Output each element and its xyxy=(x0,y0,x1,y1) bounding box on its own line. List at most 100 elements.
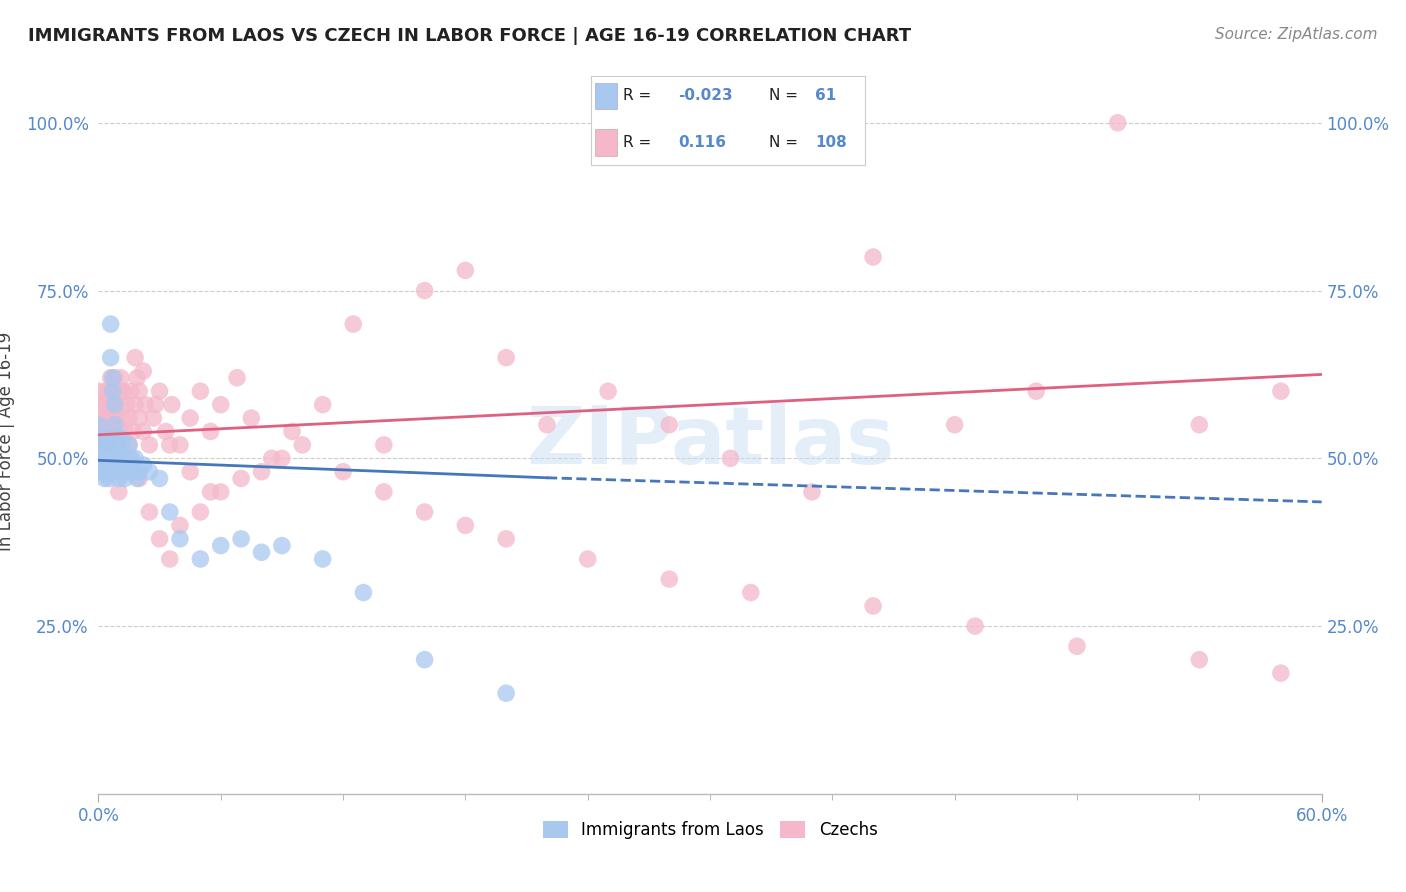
Point xyxy=(200,484,222,499)
Point xyxy=(250,465,273,479)
Point xyxy=(87,417,110,432)
Point xyxy=(93,444,115,458)
Text: Source: ZipAtlas.com: Source: ZipAtlas.com xyxy=(1215,27,1378,42)
Point xyxy=(188,505,212,519)
Point xyxy=(87,398,110,412)
Point xyxy=(105,438,128,452)
Point xyxy=(862,599,884,613)
Point xyxy=(104,425,127,439)
Text: ZIPatlas: ZIPatlas xyxy=(526,402,894,481)
Point xyxy=(169,518,191,533)
Point xyxy=(188,552,212,566)
Point xyxy=(108,471,131,485)
Point xyxy=(862,250,884,264)
Point xyxy=(87,465,110,479)
Point xyxy=(93,411,115,425)
Point xyxy=(226,371,249,385)
Point xyxy=(97,451,120,466)
Point xyxy=(250,545,273,559)
Point xyxy=(138,438,160,452)
Point xyxy=(149,532,172,546)
Point xyxy=(87,384,110,399)
Point xyxy=(1107,116,1129,130)
Point xyxy=(373,484,395,499)
Point xyxy=(108,425,131,439)
Point xyxy=(120,451,142,466)
Point xyxy=(598,384,620,399)
Point xyxy=(142,411,165,425)
Point xyxy=(495,351,517,365)
Point xyxy=(240,411,263,425)
Point xyxy=(118,438,141,452)
Point xyxy=(97,471,120,485)
Point xyxy=(104,398,127,412)
Point xyxy=(128,471,150,485)
Point xyxy=(145,398,167,412)
Point xyxy=(105,411,128,425)
Point xyxy=(155,425,177,439)
Point xyxy=(1270,666,1292,681)
Point xyxy=(105,438,128,452)
Point xyxy=(111,384,134,399)
Point xyxy=(110,465,132,479)
Point xyxy=(101,438,124,452)
Point xyxy=(454,263,477,277)
Point xyxy=(108,384,131,399)
Point xyxy=(118,465,141,479)
Point xyxy=(118,411,141,425)
Point xyxy=(91,465,114,479)
Point xyxy=(536,417,558,432)
Text: N =: N = xyxy=(769,136,797,150)
Point xyxy=(658,417,681,432)
Point xyxy=(108,458,131,472)
Text: 0.116: 0.116 xyxy=(678,136,727,150)
Point xyxy=(100,398,122,412)
Point xyxy=(96,465,118,479)
Point xyxy=(124,451,146,466)
Point xyxy=(87,438,110,452)
Point xyxy=(1188,653,1211,667)
Point xyxy=(87,438,110,452)
Y-axis label: In Labor Force | Age 16-19: In Labor Force | Age 16-19 xyxy=(0,332,14,551)
Point xyxy=(96,451,118,466)
Point xyxy=(169,532,191,546)
Point xyxy=(576,552,599,566)
Point xyxy=(111,411,134,425)
Point xyxy=(138,465,160,479)
Point xyxy=(110,431,132,445)
Point xyxy=(108,484,131,499)
Point xyxy=(159,505,181,519)
Point xyxy=(965,619,987,633)
Text: -0.023: -0.023 xyxy=(678,88,733,103)
Point xyxy=(231,471,253,485)
Point xyxy=(312,398,335,412)
Point xyxy=(312,552,335,566)
Point xyxy=(128,465,150,479)
Point xyxy=(97,458,120,472)
Point xyxy=(160,398,183,412)
Point xyxy=(97,444,120,458)
Point xyxy=(104,398,127,412)
Point xyxy=(260,451,283,466)
Point xyxy=(740,585,762,599)
Point xyxy=(97,431,120,445)
Point xyxy=(454,518,477,533)
Point xyxy=(128,411,150,425)
Point xyxy=(209,539,232,553)
Point xyxy=(332,465,354,479)
Point xyxy=(91,398,114,412)
Text: R =: R = xyxy=(623,88,651,103)
Point xyxy=(1025,384,1047,399)
Point xyxy=(97,384,120,399)
Point xyxy=(200,425,222,439)
Text: N =: N = xyxy=(769,88,797,103)
Point xyxy=(124,351,146,365)
Point xyxy=(127,371,149,385)
Point xyxy=(342,317,364,331)
Point xyxy=(124,398,146,412)
Point xyxy=(100,351,122,365)
Point xyxy=(101,384,124,399)
Point xyxy=(89,451,111,466)
Point xyxy=(1066,639,1088,653)
Point xyxy=(93,471,115,485)
